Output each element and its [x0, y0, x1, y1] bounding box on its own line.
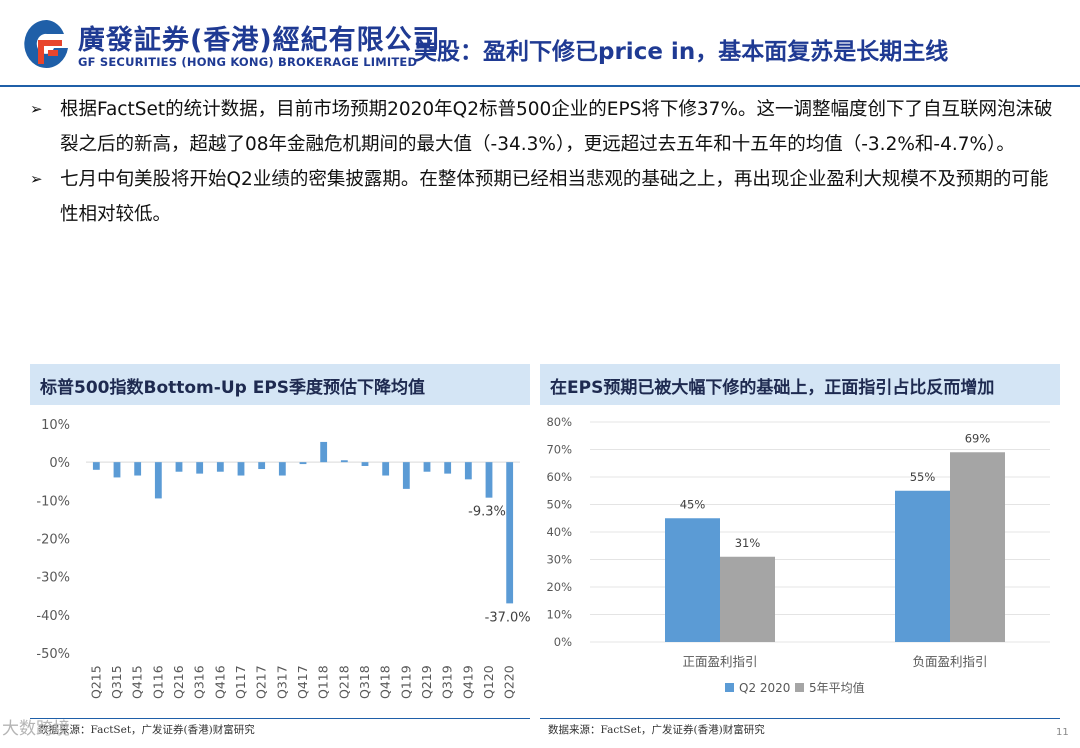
legend-swatch [725, 683, 734, 692]
bar [665, 518, 720, 642]
bar [485, 462, 493, 498]
bullet-text: 根据FactSet的统计数据，目前市场预期2020年Q2标普500企业的EPS将… [60, 99, 1053, 155]
data-label: -37.0% [485, 610, 531, 625]
right-chart-header: 在EPS预期已被大幅下修的基础上，正面指引占比反而增加 [540, 364, 1060, 405]
x-tick-label: Q217 [254, 665, 269, 699]
bar [175, 462, 183, 472]
data-label: -9.3% [468, 505, 506, 520]
x-tick-label: Q118 [316, 665, 331, 699]
y-tick-label: -10% [36, 494, 70, 509]
page-number: 11 [1056, 727, 1069, 738]
x-tick-label: Q315 [109, 665, 124, 699]
title-divider [0, 85, 1080, 87]
y-tick-label: 0% [49, 456, 70, 471]
bar [464, 462, 472, 480]
y-tick-label: 60% [546, 470, 572, 484]
x-tick-label: Q417 [295, 665, 310, 699]
left-chart-header: 标普500指数Bottom-Up EPS季度预估下降均值 [30, 364, 530, 405]
x-tick-label: Q318 [357, 665, 372, 699]
bar [340, 460, 348, 463]
left-source-divider [30, 718, 530, 719]
left-chart-title: 标普500指数Bottom-Up EPS季度预估下降均值 [40, 378, 426, 398]
x-tick-label: Q117 [233, 665, 248, 699]
bullet-list: ➢ 根据FactSet的统计数据，目前市场预期2020年Q2标普500企业的EP… [30, 92, 1060, 232]
data-label: 31% [735, 536, 761, 550]
bullet-text: 七月中旬美股将开始Q2业绩的密集披露期。在整体预期已经相当悲观的基础之上，再出现… [60, 169, 1049, 225]
bar [895, 490, 950, 642]
eps-revision-chart: 10% 0% -10% -20% -30% -40% -50% Q215 Q315 Q415 Q11… [36, 418, 531, 699]
bar [258, 462, 266, 470]
bar [950, 452, 1005, 642]
bar [506, 462, 514, 604]
legend-label: 5年平均值 [809, 680, 865, 695]
bar [382, 462, 390, 476]
y-tick-label: 70% [546, 443, 572, 457]
y-tick-label: -20% [36, 533, 70, 548]
x-tick-label: Q120 [481, 665, 496, 699]
y-tick-label: 20% [546, 580, 572, 594]
legend-label: Q2 2020 [739, 681, 790, 695]
bar [361, 462, 369, 466]
x-tick-label: Q220 [502, 665, 517, 699]
y-tick-label: 30% [546, 553, 572, 567]
right-chart-title: 在EPS预期已被大幅下修的基础上，正面指引占比反而增加 [550, 378, 995, 398]
x-tick-label: Q415 [130, 665, 145, 699]
data-label: 55% [910, 470, 936, 484]
watermark-text: 大数跨境 [2, 719, 70, 739]
y-tick-label: -40% [36, 609, 70, 624]
y-tick-label: 50% [546, 498, 572, 512]
x-category-label: 正面盈利指引 [682, 654, 757, 669]
x-tick-label: Q419 [460, 665, 475, 699]
left-chart-source: 数据来源：FactSet，广发证券(香港)财富研究 [38, 724, 255, 736]
bar [299, 462, 307, 465]
x-tick-label: Q215 [88, 665, 103, 699]
x-tick-label: Q216 [171, 665, 186, 699]
right-chart-source: 数据来源：FactSet，广发证券(香港)财富研究 [548, 724, 765, 736]
bullet-item: ➢ 七月中旬美股将开始Q2业绩的密集披露期。在整体预期已经相当悲观的基础之上，再… [30, 162, 1060, 232]
bar [216, 462, 224, 472]
x-tick-label: Q317 [274, 665, 289, 699]
data-label: 45% [680, 497, 706, 511]
y-tick-label: 0% [554, 635, 572, 649]
bar [423, 462, 431, 472]
x-tick-label: Q416 [212, 665, 227, 699]
x-category-label: 负面盈利指引 [912, 654, 987, 669]
y-tick-label: 80% [546, 415, 572, 429]
x-tick-label: Q316 [192, 665, 207, 699]
y-tick-label: 10% [41, 418, 70, 433]
y-tick-label: 10% [546, 608, 572, 622]
data-label: 69% [965, 431, 991, 445]
logo-chinese-name: 廣發証券(香港)經紀有限公司 [78, 25, 441, 56]
legend-swatch [795, 683, 804, 692]
gf-logo-icon [24, 19, 69, 68]
x-tick-label: Q218 [336, 665, 351, 699]
logo-english-name: GF SECURITIES (HONG KONG) BROKERAGE LIMI… [78, 55, 418, 69]
bullet-arrow-icon: ➢ [30, 170, 43, 188]
bullet-arrow-icon: ➢ [30, 100, 43, 118]
bullet-item: ➢ 根据FactSet的统计数据，目前市场预期2020年Q2标普500企业的EP… [30, 92, 1060, 162]
bar [237, 462, 245, 476]
bar [113, 462, 121, 478]
bar [92, 462, 100, 470]
bar [134, 462, 142, 476]
bar [320, 441, 328, 463]
y-tick-label: -50% [36, 647, 70, 662]
bar [402, 462, 410, 489]
bar [154, 462, 162, 499]
x-tick-label: Q418 [378, 665, 393, 699]
x-tick-label: Q119 [398, 665, 413, 699]
bar [196, 462, 204, 474]
x-tick-label: Q319 [440, 665, 455, 699]
right-source-divider [540, 718, 1060, 719]
bar [720, 556, 775, 642]
slide-title: 美股：盈利下修已price in，基本面复苏是长期主线 [414, 39, 949, 65]
guidance-ratio-chart: 80% 70% 60% 50% 40% 30% 20% 10% 0% 45% 31% 正面盈利指引 55… [546, 415, 1050, 695]
x-tick-label: Q219 [419, 665, 434, 699]
bar [278, 462, 286, 476]
bar [444, 462, 452, 474]
x-tick-label: Q116 [150, 665, 165, 699]
slide-header: 廣發証券(香港)經紀有限公司 GF SECURITIES (HONG KONG)… [0, 0, 1080, 87]
y-tick-label: 40% [546, 525, 572, 539]
y-tick-label: -30% [36, 571, 70, 586]
